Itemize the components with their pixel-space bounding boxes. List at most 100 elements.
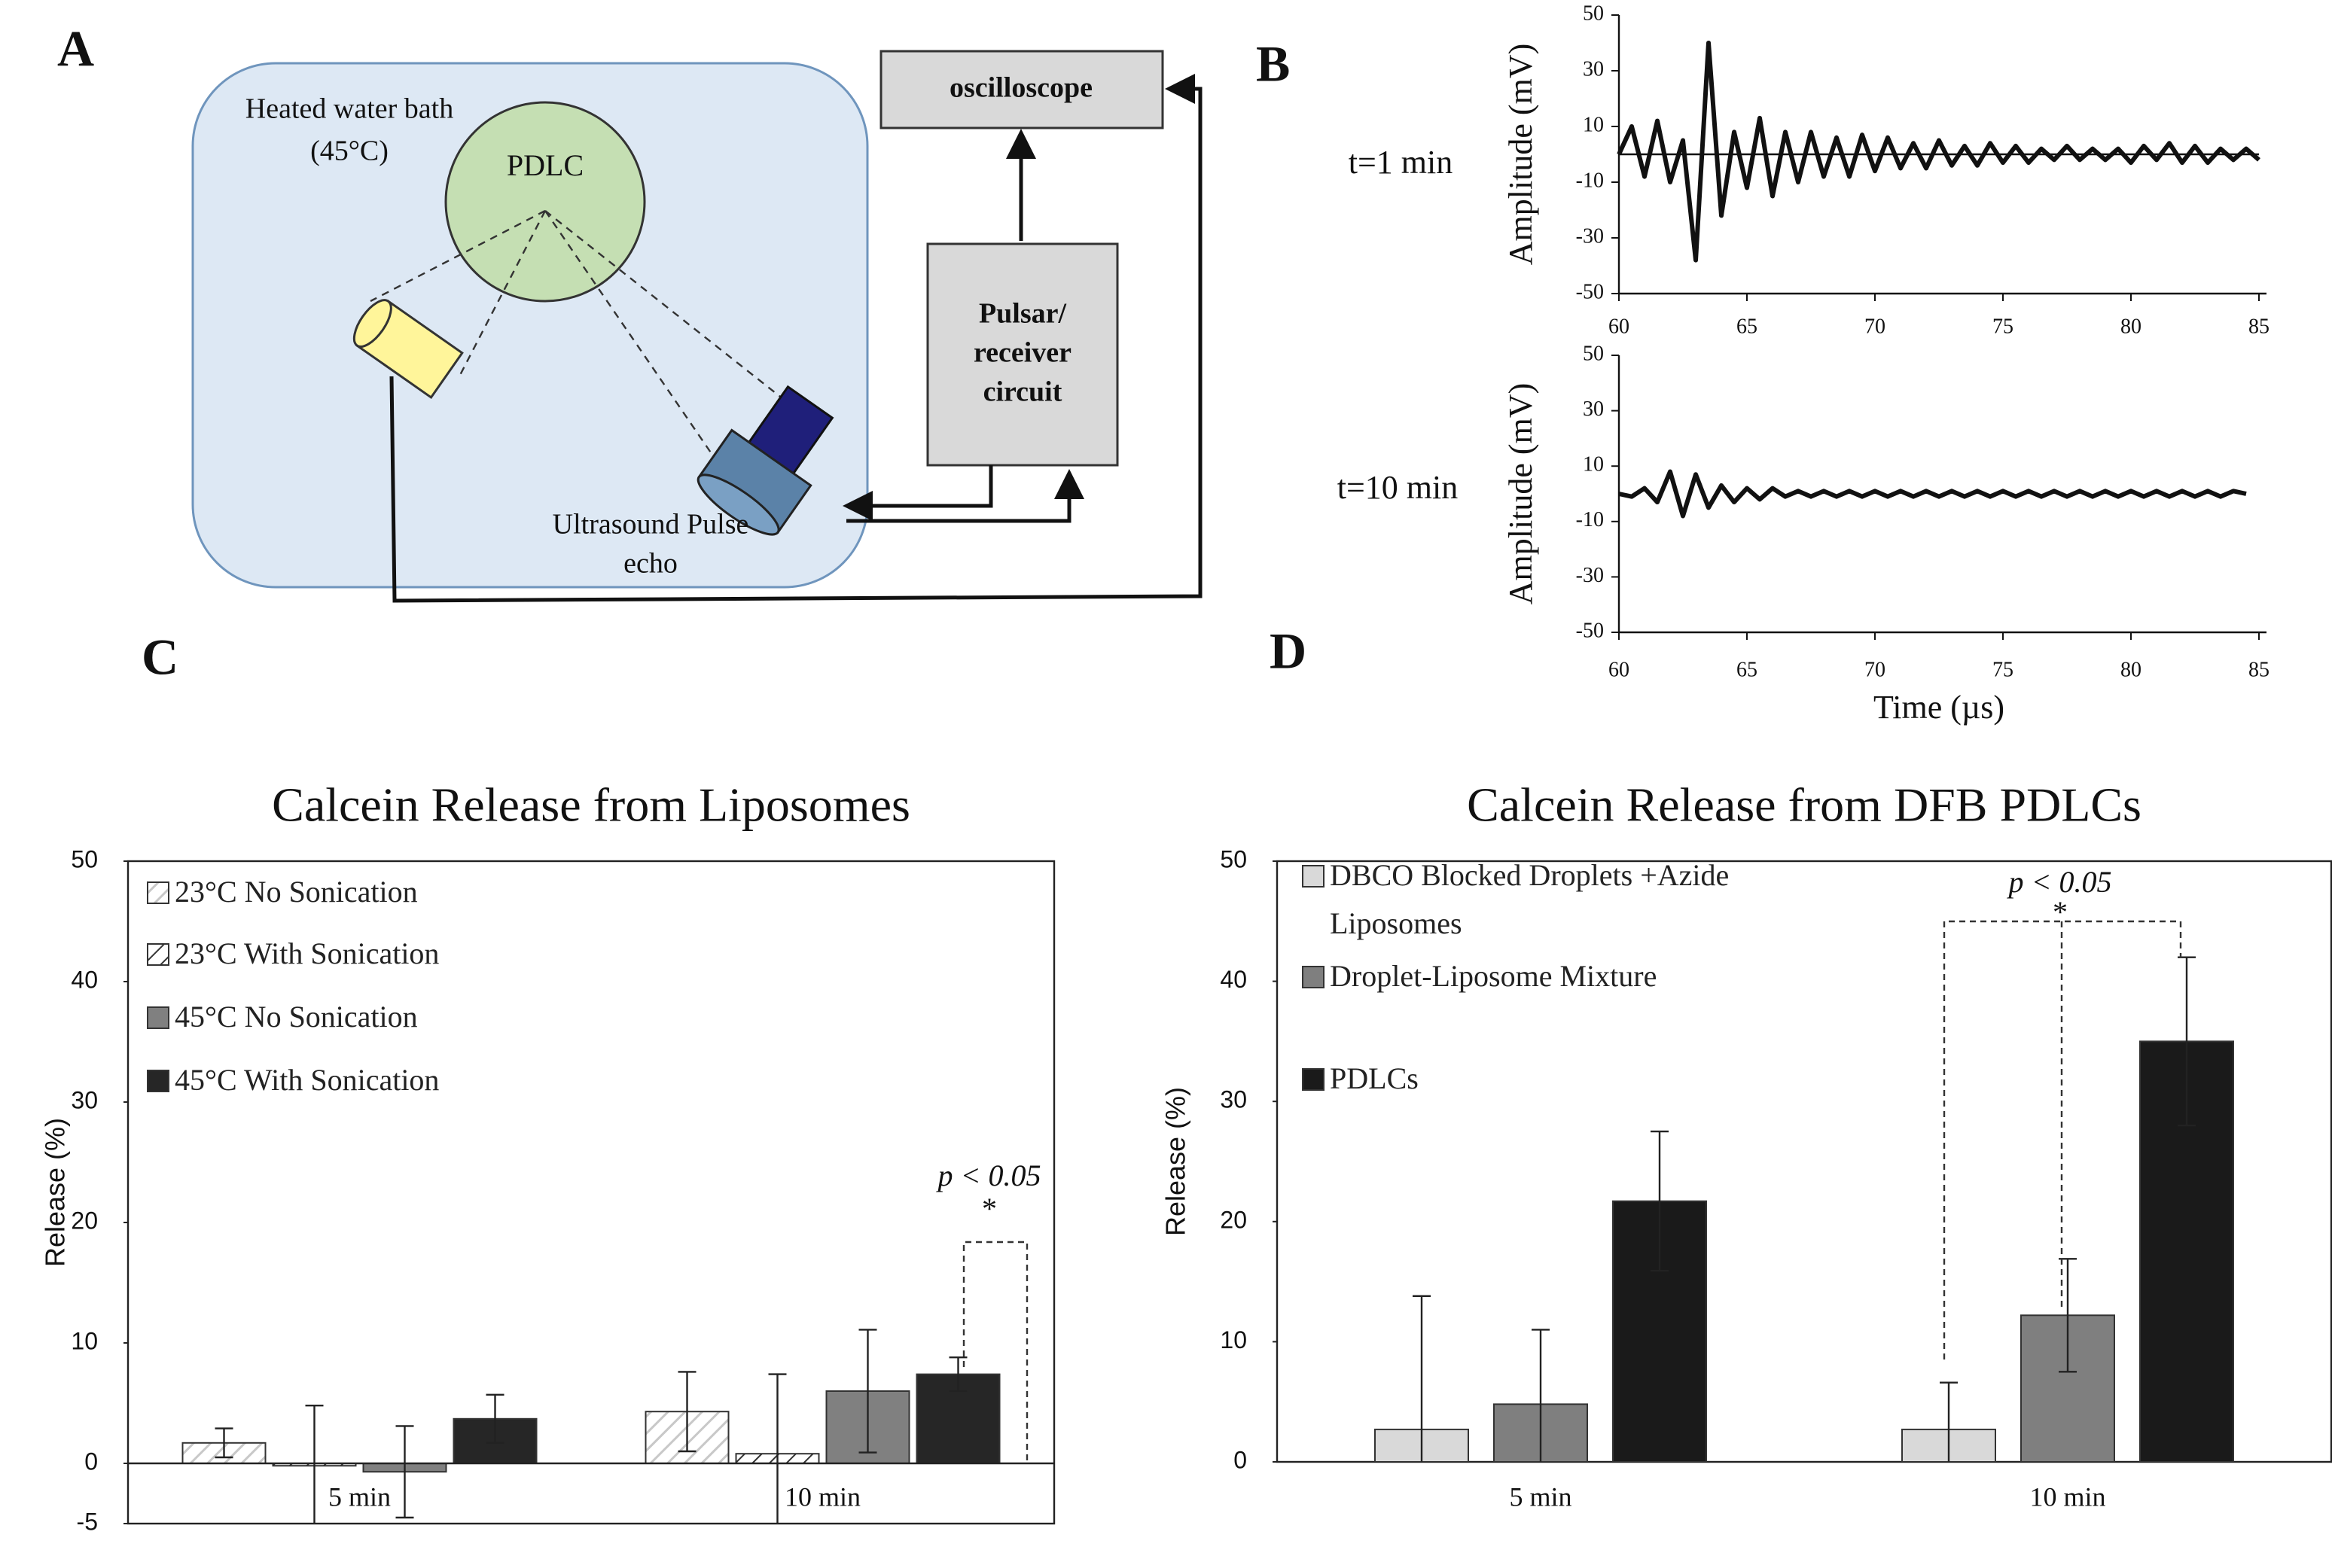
waveform [1617, 41, 2260, 263]
legend-swatch [1302, 966, 1325, 988]
annotation: t=1 min [1349, 144, 1453, 181]
annotation: * [2053, 895, 2068, 929]
y-axis-label: Release (%) [40, 1118, 71, 1267]
legend-swatch [147, 943, 169, 966]
y-tick-label: 30 [1220, 1086, 1247, 1113]
pulser-label: receiver [974, 337, 1072, 369]
error-bar [1532, 1329, 1550, 1462]
error-bar [1413, 1295, 1431, 1462]
error-bar [678, 1371, 697, 1453]
error-bar [305, 1405, 324, 1524]
significance-bracket [962, 1241, 1029, 1463]
legend-label: Droplet-Liposome Mixture [1330, 961, 1657, 994]
waveform [1618, 469, 2247, 519]
water-bath [191, 62, 869, 589]
y-axis-label: Amplitude (mV) [1502, 44, 1539, 266]
transducer-label: echo [623, 548, 678, 580]
error-bar [395, 1425, 414, 1519]
y-tick-label: 10 [1220, 1326, 1247, 1353]
x-tick-label: 60 [1608, 658, 1629, 681]
bars [181, 1329, 1001, 1524]
annotation: p < 0.05 [2007, 865, 2112, 899]
chart-title: Calcein Release from DFB PDLCs [1467, 778, 2141, 832]
pulser-label: circuit [983, 376, 1062, 408]
legend-swatch [1302, 1068, 1325, 1091]
annotation: * [982, 1192, 997, 1225]
pulser-box [926, 242, 1119, 467]
annotation: p < 0.05 [936, 1158, 1041, 1192]
pdlc-circle [444, 101, 646, 303]
transducer-label: Ultrasound Pulse [553, 509, 749, 540]
y-tick-label: 20 [71, 1207, 98, 1234]
panel-letter: A [57, 20, 94, 78]
y-tick-label: 0 [1233, 1446, 1247, 1473]
oscilloscope-label: oscilloscope [950, 72, 1093, 104]
error-bar [1651, 1130, 1669, 1272]
y-tick-label: -10 [1576, 169, 1604, 192]
legend-entry: PDLCs [1330, 1063, 1419, 1096]
legend-entry: DBCO Blocked Droplets +Azide Liposomes [1330, 860, 1729, 941]
pdlc-label: PDLC [507, 148, 584, 182]
x-tick-label: 85 [2248, 658, 2270, 681]
legend-label: 23°C With Sonication [175, 938, 440, 971]
x-tick-label: 65 [1736, 315, 1757, 338]
legend-label: 23°C No Sonication [175, 876, 418, 909]
y-tick-label: 50 [1220, 845, 1247, 872]
chart-title: Calcein Release from Liposomes [272, 778, 910, 832]
y-tick-label: -30 [1576, 564, 1604, 587]
y-tick-label: 10 [1583, 453, 1604, 476]
error-bar [486, 1393, 505, 1444]
legend-label: PDLCs [1330, 1063, 1419, 1096]
wires [389, 74, 1203, 603]
x-tick-label: 5 min [1509, 1481, 1571, 1512]
panel-letter: B [1256, 35, 1290, 93]
x-tick-label: 10 min [785, 1481, 861, 1512]
bar [916, 1373, 1001, 1464]
bath-label: (45°C) [310, 135, 389, 167]
y-tick-label: -30 [1576, 224, 1604, 248]
y-tick-label: 40 [71, 966, 98, 993]
legend-label: 45°C No Sonication [175, 1001, 418, 1034]
y-tick-label: -50 [1576, 619, 1604, 642]
x-tick-label: 65 [1736, 658, 1757, 681]
y-tick-label: 50 [71, 845, 98, 872]
y-tick-label: 50 [1583, 2, 1604, 25]
x-tick-label: 5 min [328, 1481, 391, 1512]
y-tick-label: 10 [1583, 113, 1604, 136]
legend-entry: 23°C No Sonication [175, 876, 418, 909]
plot-frame [1276, 860, 2332, 1463]
y-tick-label: 30 [1583, 397, 1604, 421]
bars [1374, 956, 2234, 1462]
x-tick-label: 70 [1864, 658, 1885, 681]
legend-entry: 23°C With Sonication [175, 938, 440, 971]
legend-entry: 45°C With Sonication [175, 1064, 440, 1098]
y-tick-label: 40 [1220, 966, 1247, 993]
y-tick-label: 50 [1583, 342, 1604, 365]
x-axis-label: Time (µs) [1873, 689, 2004, 726]
beam-lines [370, 209, 784, 460]
error-bar [949, 1356, 968, 1393]
oscilloscope-box [879, 50, 1164, 129]
y-tick-label: 0 [84, 1448, 98, 1475]
plot-frame [127, 860, 1056, 1525]
y-axis-label: Amplitude (mV) [1502, 383, 1539, 605]
x-tick-label: 80 [2120, 315, 2141, 338]
receiver-transducer [352, 299, 464, 399]
y-tick-label: -50 [1576, 280, 1604, 303]
error-bar [858, 1329, 877, 1454]
panel-letter: C [142, 629, 178, 686]
legend-entry: 45°C No Sonication [175, 1001, 418, 1034]
x-tick-label: 70 [1864, 315, 1885, 338]
y-axis-label: Release (%) [1160, 1087, 1191, 1236]
x-tick-label: 10 min [2029, 1481, 2105, 1512]
x-tick-label: 85 [2248, 315, 2270, 338]
annotation: t=10 min [1337, 469, 1459, 506]
legend-swatch [147, 1006, 169, 1029]
pulser-label: Pulsar/ [979, 298, 1067, 330]
legend-swatch [1302, 865, 1325, 888]
y-tick-label: 30 [1583, 57, 1604, 81]
legend-label: 45°C With Sonication [175, 1064, 440, 1098]
x-tick-label: 75 [1992, 315, 2013, 338]
legend-entry: Droplet-Liposome Mixture [1330, 961, 1657, 994]
